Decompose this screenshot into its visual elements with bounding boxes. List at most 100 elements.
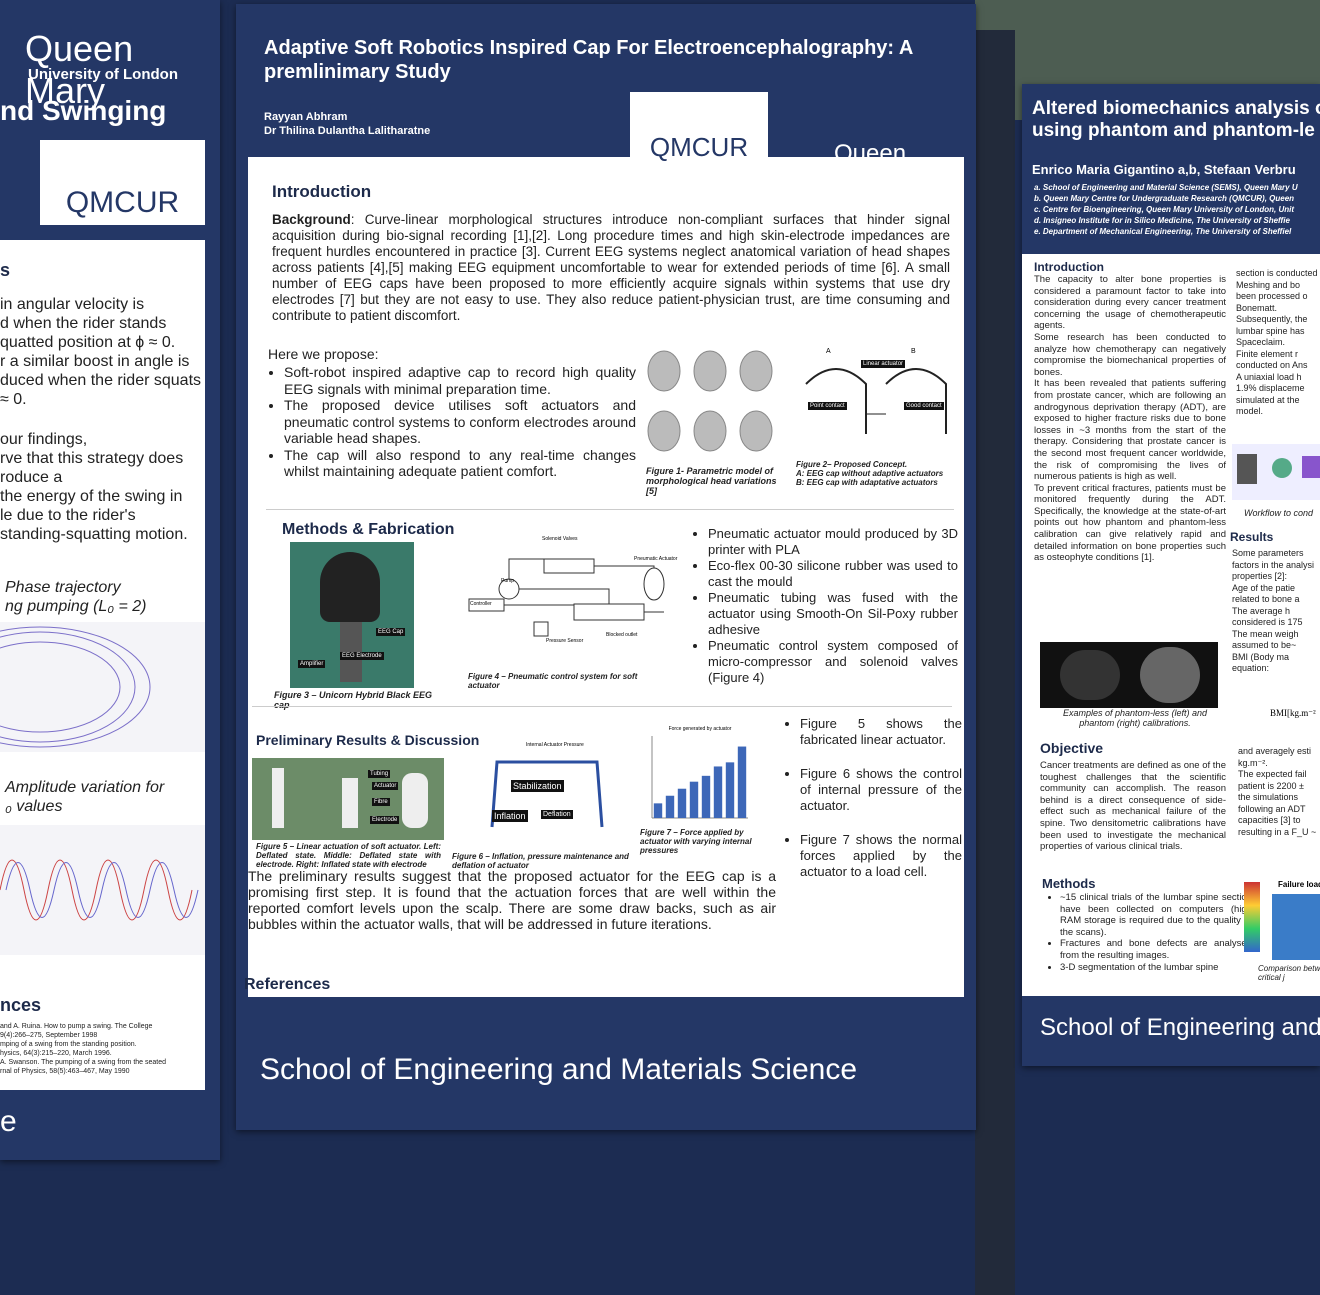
fig3-label: EEG Cap [376, 628, 406, 636]
left-body: s in angular velocity is d when the rider… [0, 240, 205, 1090]
affiliations-item: e. Department of Mechanical Engineering,… [1034, 227, 1292, 236]
propose-heading: Here we propose: [268, 346, 379, 362]
fig6-caption: Figure 6 – Inflation, pressure maintenan… [452, 852, 629, 870]
methods-item: Fractures and bone defects are analysed … [1060, 938, 1252, 961]
footer-band: School of Engineering and Materials Scie… [236, 1009, 976, 1130]
results-text-item: considered is 175 [1232, 617, 1303, 627]
fig6-label: Stabilization [511, 780, 564, 792]
fig3-caption: Figure 3 – Unicorn Hybrid Black EEG cap [274, 690, 433, 710]
force-chart: Force generated by actuator [651, 726, 748, 819]
bar [737, 746, 747, 818]
refs-item: and A. Ruina. How to pump a swing. The C… [0, 1023, 153, 1030]
footer: e [0, 1105, 17, 1138]
title: Adaptive Soft Robotics Inspired Cap For … [264, 37, 913, 83]
results-text-item: resulting in a F_U ~ [1238, 826, 1317, 837]
authors-item: Dr Thilina Dulantha Lalitharatne [264, 125, 431, 137]
fig3-label: Amplifier [298, 660, 326, 668]
text-item: in angular velocity is [0, 296, 145, 313]
fig4-label: Pneumatic Actuator [634, 556, 678, 562]
fig5-caption: Figure 5 – Linear actuation of soft actu… [256, 842, 441, 869]
results-heading: Results [1230, 530, 1274, 544]
results: Figure 5 shows the fabricated linear act… [784, 716, 962, 898]
affiliations-item: d. Insigneo Institute for in Silico Medi… [1034, 216, 1290, 225]
comparison-caption: Comparison betw critical j [1258, 964, 1320, 982]
affiliations-item: c. Centre for Bioengineering, Queen Mary… [1034, 205, 1295, 214]
fig2-label: B [911, 348, 916, 355]
text: in angular velocity is d when the rider s… [0, 295, 201, 409]
column-text: section is conducted Meshing and bo been p… [1236, 268, 1318, 418]
text-item: le due to the rider's [0, 507, 136, 524]
results-text-item: Age of the patie [1232, 582, 1296, 593]
bar [689, 781, 699, 818]
fig4-caption: Figure 4 – Pneumatic control system for … [468, 672, 638, 690]
results-text-item: patient is 2200 ± [1238, 780, 1304, 791]
intro-item: To prevent critical fractures, patients … [1034, 482, 1226, 564]
proposals-item: The proposed device utilises soft actuat… [284, 397, 636, 447]
intro-item: Some research has been conducted to anal… [1034, 331, 1226, 378]
fig2-label: Good contact [904, 402, 944, 410]
amplitude-plot [0, 825, 205, 955]
column-text-item: 1.9% displaceme [1236, 383, 1305, 393]
failure-plot [1272, 894, 1320, 960]
text-item: standing-squatting motion. [0, 526, 188, 543]
fig5-label: Tubing [368, 770, 391, 778]
column-text-item: conducted on Ans [1236, 360, 1308, 370]
bar [725, 762, 735, 818]
column-text-item: simulated at the [1236, 394, 1300, 405]
methods-heading: Methods [1042, 876, 1096, 891]
workflow-figure [1232, 444, 1320, 500]
intro-item: It has been revealed that patients suffe… [1034, 378, 1226, 483]
methods-heading: Methods & Fabrication [282, 521, 455, 538]
results-text-item: properties [2]: [1232, 571, 1288, 581]
refs-item: A. Swanson. The pumping of a swing from … [0, 1059, 167, 1066]
text-item: r a similar boost in angle is [0, 353, 190, 370]
section: s [0, 260, 11, 280]
intro-heading: Introduction [272, 182, 372, 201]
fig4-label: Solenoid Valves [542, 536, 578, 542]
caption-item: ₀ values [5, 798, 63, 815]
results-item: Figure 6 shows the control of internal p… [800, 766, 962, 814]
caption: Amplitude variation for ₀ values [5, 778, 164, 816]
fig6-label: Inflation [492, 810, 528, 822]
footer-band: School of Engineering and [1022, 996, 1320, 1066]
fig2-caption-item: A: EEG cap without adaptive actuators [796, 469, 944, 478]
methods: ~15 clinical trials of the lumbar spine … [1044, 892, 1252, 973]
intro-item: The capacity to alter bone properties is… [1034, 274, 1226, 332]
text-item: the energy of the swing in [0, 488, 183, 505]
background-label: Background [272, 212, 351, 227]
authors: Enrico Maria Gigantino a,b, Stefaan Verb… [1032, 162, 1296, 177]
badge: QMCUR [630, 92, 768, 172]
results-text: and averagely esti kg.m⁻². The expected fa… [1238, 746, 1316, 838]
column-text-item: lumbar spine has [1236, 325, 1305, 336]
proposals-item: The cap will also respond to any real-ti… [284, 447, 636, 480]
methods-item: Pneumatic control system composed of mic… [708, 638, 958, 686]
bar [713, 766, 723, 818]
colorbar [1244, 882, 1260, 952]
bar [701, 775, 711, 818]
results-text-item: assumed to be~ [1232, 640, 1297, 650]
title-item: Altered biomechanics analysis o [1032, 98, 1320, 119]
chart-title: Force generated by actuator [669, 726, 732, 732]
refs-item: 9(4):266–275, September 1998 [0, 1032, 98, 1039]
left-poster: Queen Mary University of London nd Swing… [0, 0, 220, 1160]
divider [266, 509, 954, 510]
header: Adaptive Soft Robotics Inspired Cap For … [248, 12, 964, 195]
affiliations-item: a. School of Engineering and Material Sc… [1034, 183, 1298, 192]
bar [665, 795, 675, 818]
results-text-item: equation: [1232, 663, 1270, 673]
column-text-item: section is conducted [1236, 268, 1318, 278]
intro: The capacity to alter bone properties is… [1034, 274, 1226, 564]
footer: School of Engineering and Materials Scie… [260, 1053, 858, 1086]
column-text-item: Spaceclaim. [1236, 337, 1286, 347]
caption: Phase trajectory ng pumping (L₀ = 2) [5, 578, 147, 616]
fig4-label: Blocked outlet [606, 632, 638, 638]
column-text-item: Finite element r [1236, 348, 1299, 359]
fig2-caption: Figure 2– Proposed Concept. A: EEG cap wi… [796, 460, 943, 487]
fig5-label: Electrode [370, 816, 400, 824]
fig2-label: A [826, 348, 831, 355]
fig4-label: Pressure Sensor [546, 638, 584, 644]
fig5-label: Fibre [372, 798, 390, 806]
text-item: rve that this strategy does [0, 450, 184, 467]
results-text: Some parameters factors in the analysi pro… [1232, 548, 1314, 675]
